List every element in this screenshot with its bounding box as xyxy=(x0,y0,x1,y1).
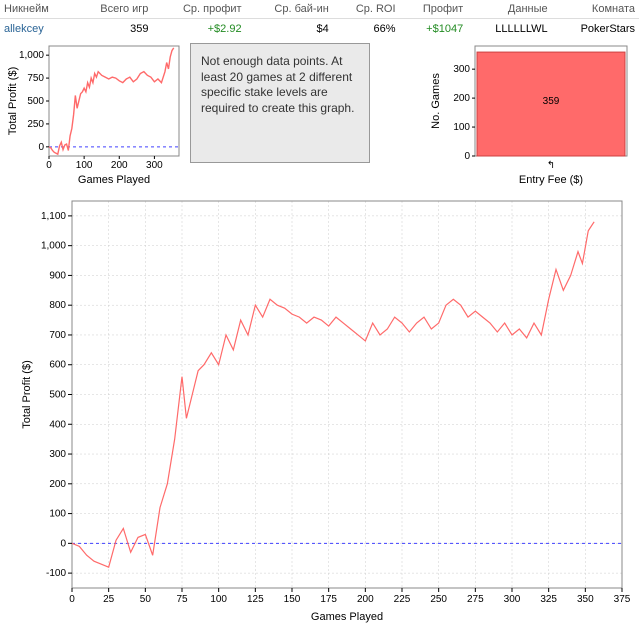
col-avgbuyin: Ср. бай-ин xyxy=(246,0,333,19)
svg-text:225: 225 xyxy=(394,594,411,605)
svg-text:50: 50 xyxy=(140,594,152,605)
svg-text:359: 359 xyxy=(543,96,560,107)
svg-text:175: 175 xyxy=(320,594,337,605)
svg-text:Entry Fee ($): Entry Fee ($) xyxy=(519,174,583,186)
svg-text:600: 600 xyxy=(49,360,66,371)
header-row: Никнейм Всего игр Ср. профит Ср. бай-ин … xyxy=(0,0,639,19)
svg-text:125: 125 xyxy=(247,594,264,605)
svg-text:Games Played: Games Played xyxy=(311,611,383,623)
big-profit-chart: -10001002003004005006007008009001,0001,1… xyxy=(12,193,632,623)
cell-room: PokerStars xyxy=(552,19,639,40)
cell-profit: +$1047 xyxy=(400,19,468,40)
svg-text:325: 325 xyxy=(540,594,557,605)
svg-text:400: 400 xyxy=(49,419,66,430)
col-avgprofit: Ср. профит xyxy=(152,0,245,19)
svg-text:Games Played: Games Played xyxy=(78,174,150,186)
svg-text:0: 0 xyxy=(46,160,52,171)
svg-text:500: 500 xyxy=(27,96,44,107)
svg-text:800: 800 xyxy=(49,300,66,311)
svg-text:0: 0 xyxy=(38,142,44,153)
svg-text:200: 200 xyxy=(357,594,374,605)
svg-text:1,000: 1,000 xyxy=(19,50,44,61)
svg-text:350: 350 xyxy=(577,594,594,605)
svg-text:200: 200 xyxy=(111,160,128,171)
col-avgroi: Ср. ROI xyxy=(333,0,400,19)
col-nick: Никнейм xyxy=(0,0,74,19)
svg-text:100: 100 xyxy=(76,160,93,171)
svg-text:0: 0 xyxy=(69,594,75,605)
svg-text:0: 0 xyxy=(60,538,66,549)
svg-text:375: 375 xyxy=(614,594,631,605)
svg-text:300: 300 xyxy=(504,594,521,605)
svg-text:-100: -100 xyxy=(46,568,66,579)
svg-text:250: 250 xyxy=(27,119,44,130)
mini-profit-chart: 0 250 500 750 1,000 0 100 200 300 Total Profit ($… xyxy=(4,41,184,186)
cell-avgroi: 66% xyxy=(333,19,400,40)
message-box: Not enough data points. At least 20 game… xyxy=(190,43,370,163)
col-profit: Профит xyxy=(400,0,468,19)
svg-text:75: 75 xyxy=(176,594,188,605)
svg-text:↰: ↰ xyxy=(547,160,555,171)
svg-text:Total Profit ($): Total Profit ($) xyxy=(21,360,33,428)
svg-text:1,000: 1,000 xyxy=(41,241,66,252)
stats-table: Никнейм Всего игр Ср. профит Ср. бай-ин … xyxy=(0,0,639,39)
svg-text:100: 100 xyxy=(49,509,66,520)
svg-text:900: 900 xyxy=(49,270,66,281)
svg-text:500: 500 xyxy=(49,390,66,401)
cell-data: LLLLLLWL xyxy=(467,19,551,40)
col-data: Данные xyxy=(467,0,551,19)
svg-text:200: 200 xyxy=(453,93,470,104)
svg-text:25: 25 xyxy=(103,594,115,605)
cell-avgprofit: +$2.92 xyxy=(152,19,245,40)
col-total: Всего игр xyxy=(74,0,153,19)
svg-text:200: 200 xyxy=(49,479,66,490)
svg-text:100: 100 xyxy=(210,594,227,605)
nickname-link[interactable]: allekcey xyxy=(4,23,44,35)
svg-text:1,100: 1,100 xyxy=(41,211,66,222)
svg-text:150: 150 xyxy=(284,594,301,605)
svg-text:Total Profit ($): Total Profit ($) xyxy=(7,67,19,135)
svg-text:100: 100 xyxy=(453,122,470,133)
col-room: Комната xyxy=(552,0,639,19)
svg-text:275: 275 xyxy=(467,594,484,605)
svg-text:250: 250 xyxy=(430,594,447,605)
data-row: allekcey 359 +$2.92 $4 66% +$1047 LLLLLL… xyxy=(0,19,639,40)
cell-avgbuyin: $4 xyxy=(246,19,333,40)
svg-text:300: 300 xyxy=(453,64,470,75)
svg-text:300: 300 xyxy=(146,160,163,171)
svg-text:750: 750 xyxy=(27,73,44,84)
svg-text:0: 0 xyxy=(464,151,470,162)
svg-text:700: 700 xyxy=(49,330,66,341)
mini-games-bar-chart: 0 100 200 300 359 ↰ No. Games Entry Fee ($) xyxy=(425,41,635,186)
svg-text:300: 300 xyxy=(49,449,66,460)
svg-text:No. Games: No. Games xyxy=(430,73,442,129)
cell-total: 359 xyxy=(74,19,153,40)
